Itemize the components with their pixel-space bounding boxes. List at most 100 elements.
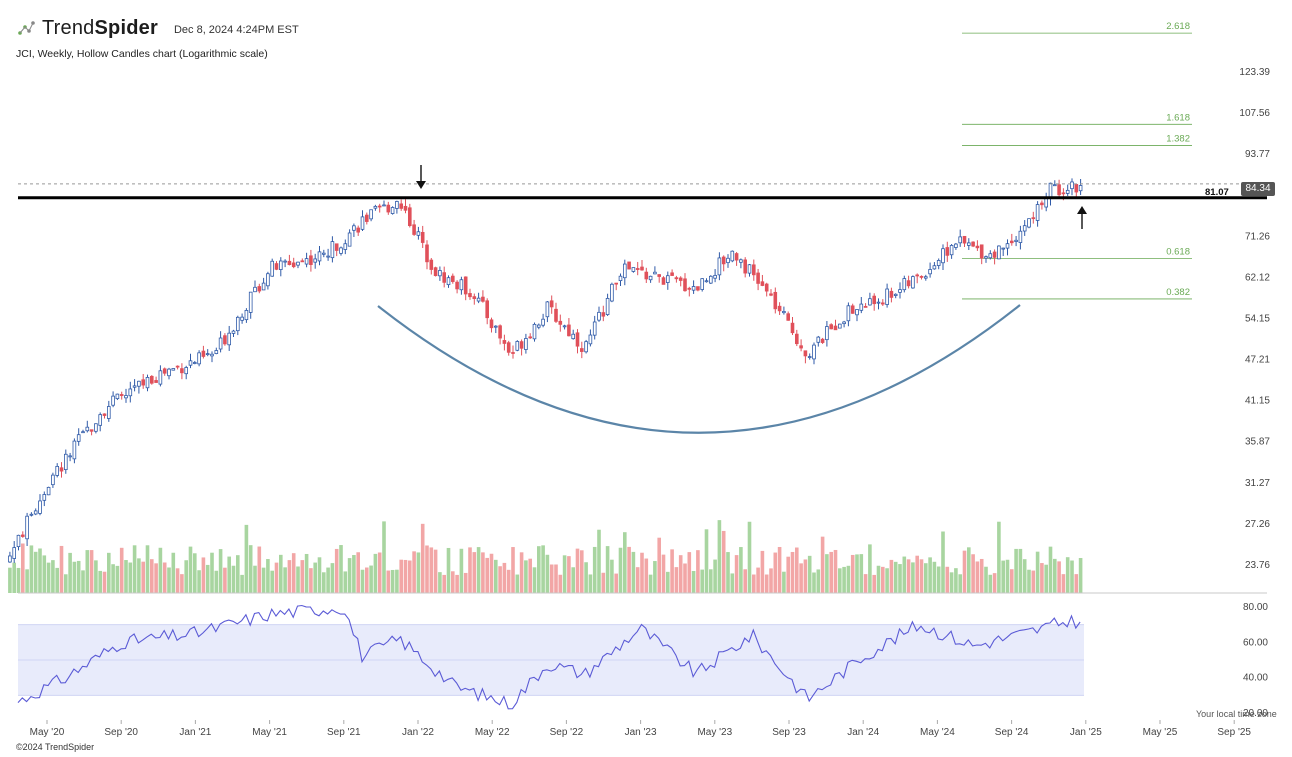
volume-bar [644, 558, 649, 593]
candle-body [532, 323, 537, 340]
candle-body [321, 252, 326, 255]
candle-body [709, 275, 713, 284]
volume-bar [433, 549, 438, 593]
candle-body [468, 293, 472, 298]
price-tick-label: 62.12 [1245, 272, 1270, 283]
volume-bar [730, 573, 735, 593]
volume-bar [713, 559, 717, 593]
volume-bar [416, 552, 421, 593]
volume-bar [850, 554, 855, 593]
candle-body [119, 394, 124, 396]
volume-bar [657, 537, 661, 593]
volume-bar [872, 574, 876, 593]
volume-bar [223, 567, 227, 593]
volume-bar [326, 567, 330, 593]
candle-body [816, 336, 821, 343]
candle-body [610, 283, 614, 302]
volume-bar [567, 556, 571, 593]
candle-body [158, 370, 163, 385]
volume-bar [145, 545, 150, 593]
candle-body [588, 334, 593, 345]
volume-bar [979, 558, 984, 593]
volume-bar [1044, 564, 1048, 593]
price-tick-label: 93.77 [1245, 149, 1270, 160]
volume-bar [446, 547, 451, 593]
candle-body [635, 268, 640, 270]
candle-body [644, 271, 649, 280]
volume-bar [1018, 548, 1023, 593]
volume-bar [674, 567, 679, 593]
volume-bar [137, 558, 141, 593]
candle-body [855, 309, 859, 316]
volume-bar [309, 568, 313, 593]
candle-body [111, 395, 115, 406]
candle-body [102, 413, 107, 416]
candle-body [592, 321, 597, 336]
volume-bar [287, 560, 292, 593]
candle-body [799, 345, 803, 349]
candle-body [326, 255, 330, 258]
candle-body [1061, 192, 1066, 195]
candle-body [820, 338, 825, 343]
price-tick-label: 35.87 [1245, 437, 1270, 448]
candle-body [278, 260, 283, 270]
candle-body [266, 273, 270, 287]
candle-body [782, 311, 786, 314]
volume-bar [150, 559, 154, 593]
candle-body [571, 333, 575, 340]
candle-body [94, 423, 98, 432]
candle-body [429, 259, 434, 270]
volume-bar [906, 559, 911, 593]
volume-bar [1014, 548, 1018, 593]
volume-bar [618, 547, 623, 593]
volume-bar [240, 574, 244, 593]
resistance-label: 81.07 [1205, 187, 1229, 198]
candle-body [1005, 243, 1010, 249]
cup-curve[interactable] [377, 304, 1021, 434]
candle-body [876, 301, 881, 304]
candle-body [666, 275, 670, 283]
candle-body [734, 253, 739, 261]
brand-name: TrendSpider [42, 17, 158, 40]
volume-bar [231, 565, 236, 593]
price-tick-label: 107.56 [1239, 108, 1270, 119]
volume-bar [59, 545, 64, 593]
candle-body [893, 293, 898, 296]
candle-body [760, 281, 765, 286]
volume-bar [1005, 559, 1010, 593]
candle-body [859, 303, 864, 311]
volume-bar [838, 568, 842, 593]
candle-body [902, 278, 907, 291]
candle-body [687, 287, 692, 290]
candle-body [197, 352, 201, 365]
volume-bar [481, 552, 485, 593]
candle-body [541, 318, 545, 326]
volume-bar [76, 560, 81, 593]
fib-level-label: 0.382 [1166, 287, 1190, 298]
candle-body [399, 203, 403, 209]
candle-body [506, 342, 511, 353]
candle-body [85, 426, 90, 432]
candle-body [696, 286, 700, 291]
volume-bar [244, 524, 249, 593]
candle-body [872, 295, 876, 305]
volume-bar [506, 569, 511, 593]
candle-body [640, 266, 644, 271]
candle-body [752, 264, 756, 276]
volume-bar [403, 559, 408, 593]
volume-bar [524, 560, 528, 593]
candle-body [971, 241, 975, 247]
candle-body [657, 274, 661, 277]
volume-bar [1010, 569, 1014, 593]
volume-bar [128, 562, 133, 593]
candle-body [919, 275, 924, 278]
candle-body [1070, 181, 1074, 190]
volume-bar [997, 521, 1001, 593]
candle-body [575, 332, 580, 347]
candle-body [631, 267, 636, 272]
volume-bar [352, 555, 356, 593]
volume-bar [29, 545, 34, 593]
candle-body [554, 308, 558, 322]
up-arrow-icon [1077, 206, 1087, 229]
